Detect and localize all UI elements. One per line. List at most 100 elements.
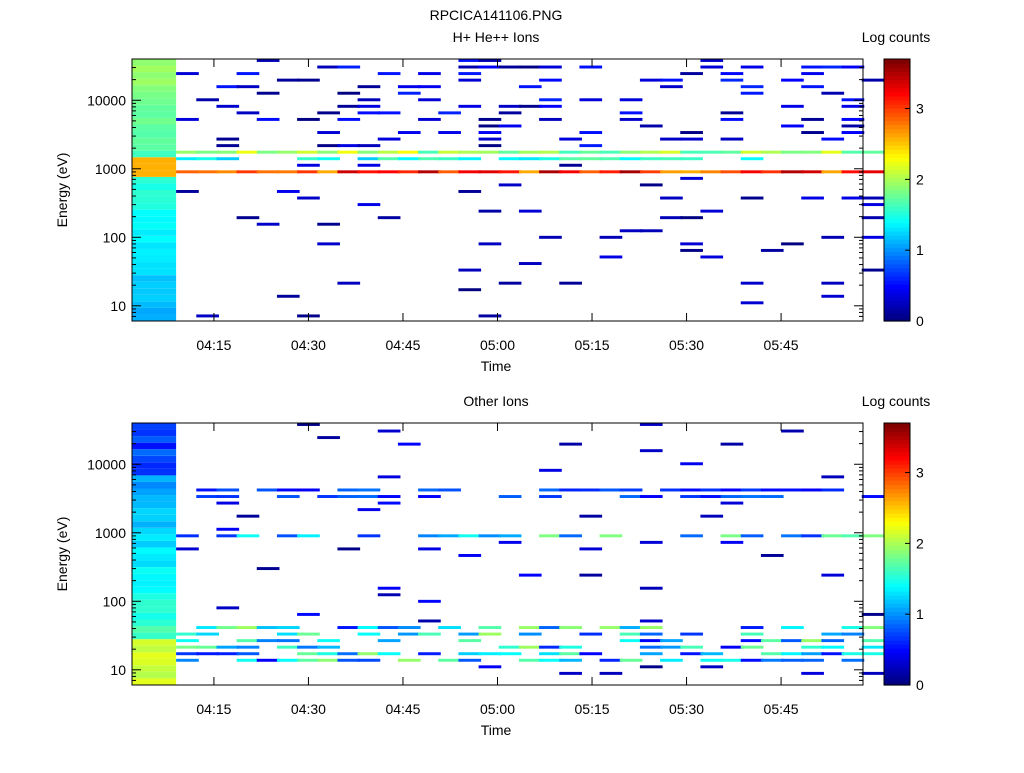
heatmap-cell xyxy=(841,65,865,69)
heatmap-cell xyxy=(196,626,219,629)
colorbar-segment xyxy=(884,181,910,187)
heatmap-cell xyxy=(700,65,724,69)
colorbar-segment xyxy=(884,627,910,633)
colorbar-segment xyxy=(884,153,910,158)
heatmap-cell xyxy=(498,65,522,69)
heatmap-cell xyxy=(216,527,240,531)
heatmap-cell xyxy=(821,150,845,154)
colorbar-segment xyxy=(884,59,910,64)
heatmap-cell xyxy=(132,442,177,450)
heatmap-cell xyxy=(132,436,177,443)
heatmap-cell xyxy=(297,658,320,662)
heatmap-cell xyxy=(841,170,865,174)
colorbar-label: Log counts xyxy=(862,393,931,409)
colorbar-segment xyxy=(884,75,910,81)
colorbar-segment xyxy=(884,590,910,596)
x-tick-label: 04:30 xyxy=(291,701,326,717)
heatmap-cell xyxy=(559,163,582,167)
heatmap-cell xyxy=(801,488,824,492)
heatmap-cell xyxy=(680,216,703,220)
heatmap-cell xyxy=(821,235,845,239)
heatmap-cell xyxy=(700,495,724,498)
colorbar-segment xyxy=(884,104,910,109)
colorbar-segment xyxy=(884,99,910,105)
heatmap-cell xyxy=(317,157,340,161)
heatmap-cell xyxy=(801,117,824,121)
heatmap-cell xyxy=(539,104,562,108)
x-tick-label: 05:30 xyxy=(669,701,704,717)
heatmap-cell xyxy=(276,150,300,154)
heatmap-cell xyxy=(781,170,804,174)
heatmap-cell xyxy=(132,91,177,99)
heatmap-cell xyxy=(216,137,240,141)
heatmap-cell xyxy=(781,488,804,492)
heatmap-cell xyxy=(196,170,219,174)
heatmap-cell xyxy=(579,170,603,174)
colorbar-segment xyxy=(884,132,910,138)
heatmap-cell xyxy=(861,150,885,154)
heatmap-cell xyxy=(377,157,401,161)
heatmap-cell xyxy=(132,554,177,561)
heatmap-cell xyxy=(337,652,361,656)
heatmap-cell xyxy=(357,157,381,161)
heatmap-cell xyxy=(132,586,177,594)
heatmap-cell xyxy=(196,150,219,154)
heatmap-cell xyxy=(317,131,340,134)
heatmap-cell xyxy=(317,222,340,226)
heatmap-cell xyxy=(236,170,260,174)
heatmap-cell xyxy=(458,78,482,82)
heatmap-cell xyxy=(176,632,199,636)
heatmap-cell xyxy=(498,124,522,128)
heatmap-cell xyxy=(236,652,260,656)
heatmap-cell xyxy=(498,495,522,498)
y-axis: 10 100 1000 10000 xyxy=(87,58,863,322)
heatmap-cell xyxy=(639,124,663,128)
heatmap-cell xyxy=(132,111,177,118)
heatmap-cell xyxy=(216,645,240,649)
x-tick-label: 04:15 xyxy=(196,701,231,717)
heatmap-cell xyxy=(132,59,177,66)
colorbar-frame xyxy=(883,58,911,322)
heatmap-cell xyxy=(639,157,663,161)
heatmap-cell xyxy=(276,639,300,643)
colorbar-segment xyxy=(884,492,910,498)
colorbar-segment xyxy=(884,304,910,310)
heatmap-cell xyxy=(357,495,381,498)
heatmap-cell xyxy=(132,72,177,79)
heatmap-cell xyxy=(176,547,199,551)
colorbar-segment xyxy=(884,124,910,130)
heatmap-cell xyxy=(458,534,482,538)
heatmap-cell xyxy=(256,626,280,629)
heatmap-cell xyxy=(680,488,703,492)
heatmap-cell xyxy=(599,170,623,174)
heatmap-cell xyxy=(720,495,744,498)
colorbar-segment xyxy=(884,185,910,191)
heatmap-cell xyxy=(579,488,603,492)
colorbar-segment xyxy=(884,476,910,481)
heatmap-cell xyxy=(579,131,603,134)
heatmap-cell xyxy=(579,632,603,636)
heatmap-cell xyxy=(297,632,320,636)
colorbar-segment xyxy=(884,545,910,551)
heatmap-cell xyxy=(861,495,885,498)
heatmap-cell xyxy=(760,170,784,174)
heatmap-cell xyxy=(478,626,502,629)
heatmap-cell xyxy=(801,196,824,200)
heatmap-cell xyxy=(660,170,683,174)
heatmap-cell xyxy=(357,652,381,656)
heatmap-cell xyxy=(619,98,643,102)
heatmap-cell xyxy=(132,521,177,528)
x-tick-label: 04:45 xyxy=(385,337,420,353)
heatmap-cell xyxy=(337,281,361,285)
heatmap-cell xyxy=(861,652,885,656)
heatmap-cell xyxy=(276,645,300,649)
heatmap-cell xyxy=(458,59,482,62)
heatmap-cell xyxy=(498,281,522,285)
colorbar-segment xyxy=(884,574,910,580)
heatmap-cell xyxy=(132,131,177,138)
heatmap-cell xyxy=(740,150,764,154)
heatmap-cell xyxy=(559,658,582,662)
colorbar-segment xyxy=(884,235,910,240)
heatmap-cell xyxy=(397,91,421,95)
heatmap-cell xyxy=(337,170,361,174)
